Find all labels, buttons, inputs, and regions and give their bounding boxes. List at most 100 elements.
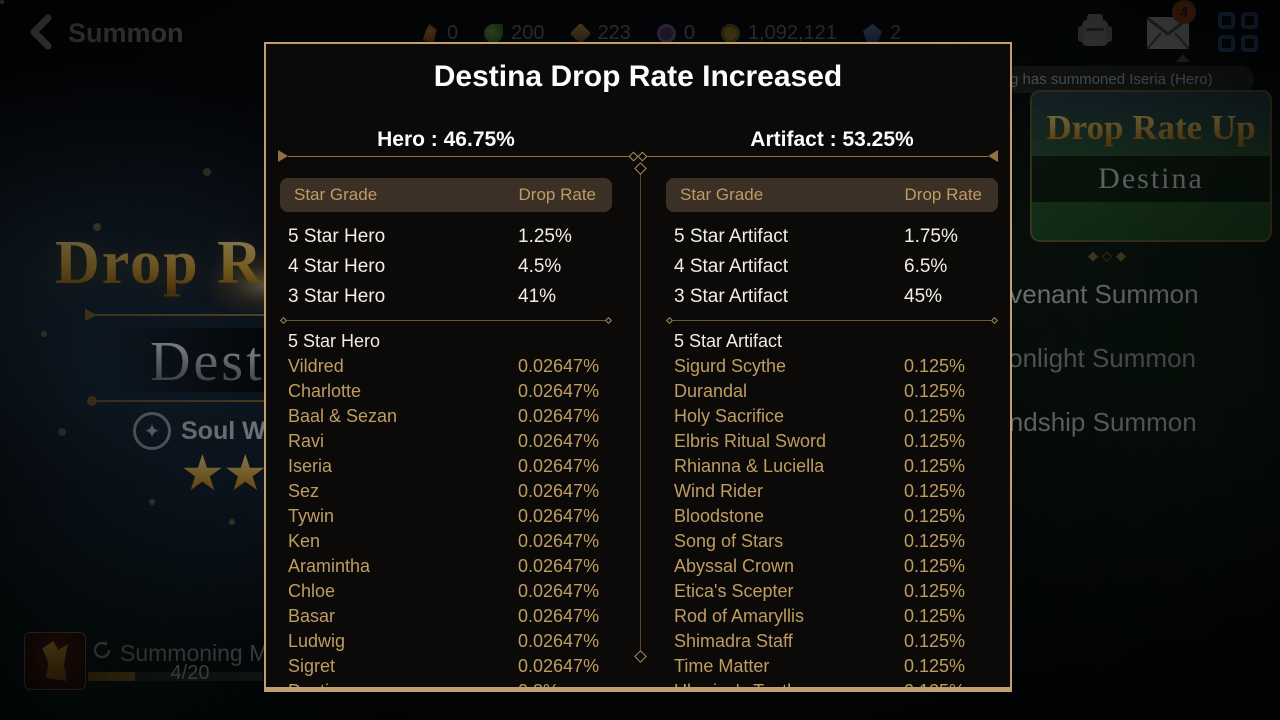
item-rate: 0.125% [904, 581, 966, 601]
artifact-table-header: Star Grade Drop Rate [666, 178, 998, 212]
item-rate: 0.125% [904, 406, 966, 426]
hero-grade-row: 5 Star Hero 1.25% [280, 222, 612, 252]
star-grade-header: Star Grade [294, 185, 378, 204]
mail-badge: 4 [1172, 0, 1196, 24]
artifact-drop-row: Holy Sacrifice 0.125% [666, 404, 998, 429]
milestone-progress-count: 4/20 [170, 662, 210, 684]
item-name: Sigret [288, 656, 336, 676]
item-name: Bloodstone [674, 506, 765, 526]
grid-square [1218, 12, 1235, 29]
item-rate: 0.02647% [518, 581, 600, 601]
inventory-button[interactable] [1074, 10, 1118, 52]
item-name: Tywin [288, 506, 335, 526]
refresh-icon[interactable] [90, 638, 114, 662]
coin-purple-icon [656, 24, 676, 43]
hero-drop-row: Charlotte 0.02647% [280, 379, 612, 404]
hero-drop-row: Iseria 0.02647% [280, 454, 612, 479]
artifact-drop-row: Bloodstone 0.125% [666, 504, 998, 529]
item-name: Wind Rider [674, 481, 764, 501]
back-button[interactable] [22, 14, 66, 50]
item-name: Holy Sacrifice [674, 406, 785, 426]
hero-drop-row: Ken 0.02647% [280, 529, 612, 554]
gem-icon [862, 24, 882, 43]
item-rate: 0.02647% [518, 531, 600, 551]
banner-title: Drop Rate Up [1032, 108, 1270, 148]
item-name: 3 Star Hero [288, 286, 386, 307]
section-divider [279, 315, 613, 325]
item-name: Iseria [288, 456, 333, 476]
hero-column: Hero : 46.75% Star Grade Drop Rate 5 Sta… [279, 128, 613, 692]
item-rate: 41% [518, 286, 557, 307]
grid-square [1241, 35, 1258, 52]
hero-drop-row: Sez 0.02647% [280, 479, 612, 504]
toast-pointer [1176, 54, 1190, 62]
item-name: Sigurd Scythe [674, 356, 787, 376]
item-name: Ken [288, 531, 321, 551]
hero-drop-row: Aramintha 0.02647% [280, 554, 612, 579]
menu-grid-button[interactable] [1218, 10, 1262, 52]
hero-list-label: 5 Star Hero [288, 330, 381, 351]
mail-button[interactable]: 4 [1146, 0, 1196, 52]
item-rate: 0.125% [904, 481, 966, 501]
item-rate: 0.02647% [518, 606, 600, 626]
item-name: Ravi [288, 431, 325, 451]
item-name: 5 Star Artifact [674, 226, 789, 247]
item-name: Destina [288, 681, 350, 692]
item-name: Vildred [288, 356, 344, 376]
hero-drop-row: Tywin 0.02647% [280, 504, 612, 529]
item-rate: 0.125% [904, 456, 966, 476]
item-rate: 1.75% [904, 226, 958, 247]
item-name: Etica's Scepter [674, 581, 794, 601]
drop-rate-header: Drop Rate [518, 185, 596, 204]
grid-square [1218, 35, 1235, 52]
item-rate: 0.125% [904, 431, 966, 451]
item-rate: 0.02647% [518, 456, 600, 476]
artifact-grade-row: 4 Star Artifact 6.5% [666, 252, 998, 282]
item-rate: 0.02647% [518, 631, 600, 651]
item-name: Song of Stars [674, 531, 784, 551]
milestone-reward-icon[interactable] [24, 632, 86, 690]
corner-ornament [1003, 44, 1010, 51]
item-name: Sez [288, 481, 320, 501]
modal-title: Destina Drop Rate Increased [433, 60, 843, 93]
corner-ornament [1003, 680, 1010, 687]
hero-drop-row: Sigret 0.02647% [280, 654, 612, 679]
soul-weaver-icon: ✦ [133, 412, 171, 450]
banner-divider-ornament: ◆◇◆ [1088, 248, 1130, 263]
artifact-drop-row: Sigurd Scythe 0.125% [666, 354, 998, 379]
item-name: Time Matter [674, 656, 770, 676]
hero-drop-row: Destina 0.8% [280, 679, 612, 692]
item-name: Charlotte [288, 381, 362, 401]
hero-drop-row: Vildred 0.02647% [280, 354, 612, 379]
toast-text: g has summoned Iseria (Hero) [1010, 71, 1213, 88]
item-rate: 1.25% [518, 226, 572, 247]
hero-grade-row: 3 Star Hero 41% [280, 282, 612, 312]
artifact-drop-row: Elbris Ritual Sword 0.125% [666, 429, 998, 454]
hero-total-rate: Hero : 46.75% [377, 128, 515, 151]
hero-drop-list: Vildred 0.02647% Charlotte 0.02647% Baal & S… [280, 354, 612, 692]
artifact-drop-row: Uberius's Tooth 0.125% [666, 679, 998, 687]
artifact-drop-row: Song of Stars 0.125% [666, 529, 998, 554]
drop-rate-modal[interactable]: Destina Drop Rate Increased Hero : 46.75… [264, 42, 1012, 692]
item-rate: 0.125% [904, 506, 966, 526]
hero-drop-row: Baal & Sezan 0.02647% [280, 404, 612, 429]
item-rate: 0.02647% [518, 356, 600, 376]
item-rate: 0.02647% [518, 381, 600, 401]
hero-grade-table: 5 Star Hero 1.25% 4 Star Hero 4.5% 3 Star He… [280, 222, 612, 312]
drop-rate-up-banner-card[interactable]: Drop Rate Up Destina [1030, 90, 1272, 242]
item-name: 3 Star Artifact [674, 286, 789, 307]
banner-band: Destina [1032, 156, 1270, 202]
item-rate: 0.125% [904, 631, 966, 651]
artifact-drop-row: Wind Rider 0.125% [666, 479, 998, 504]
item-rate: 0.125% [904, 531, 966, 551]
item-rate: 0.125% [904, 656, 966, 676]
artifact-total-rate: Artifact : 53.25% [750, 128, 914, 151]
item-rate: 0.8% [518, 681, 560, 692]
item-rate: 6.5% [904, 256, 948, 277]
item-name: Basar [288, 606, 336, 626]
item-rate: 0.125% [904, 381, 966, 401]
item-rate: 0.02647% [518, 431, 600, 451]
artifact-drop-row: Abyssal Crown 0.125% [666, 554, 998, 579]
column-divider [640, 174, 641, 659]
